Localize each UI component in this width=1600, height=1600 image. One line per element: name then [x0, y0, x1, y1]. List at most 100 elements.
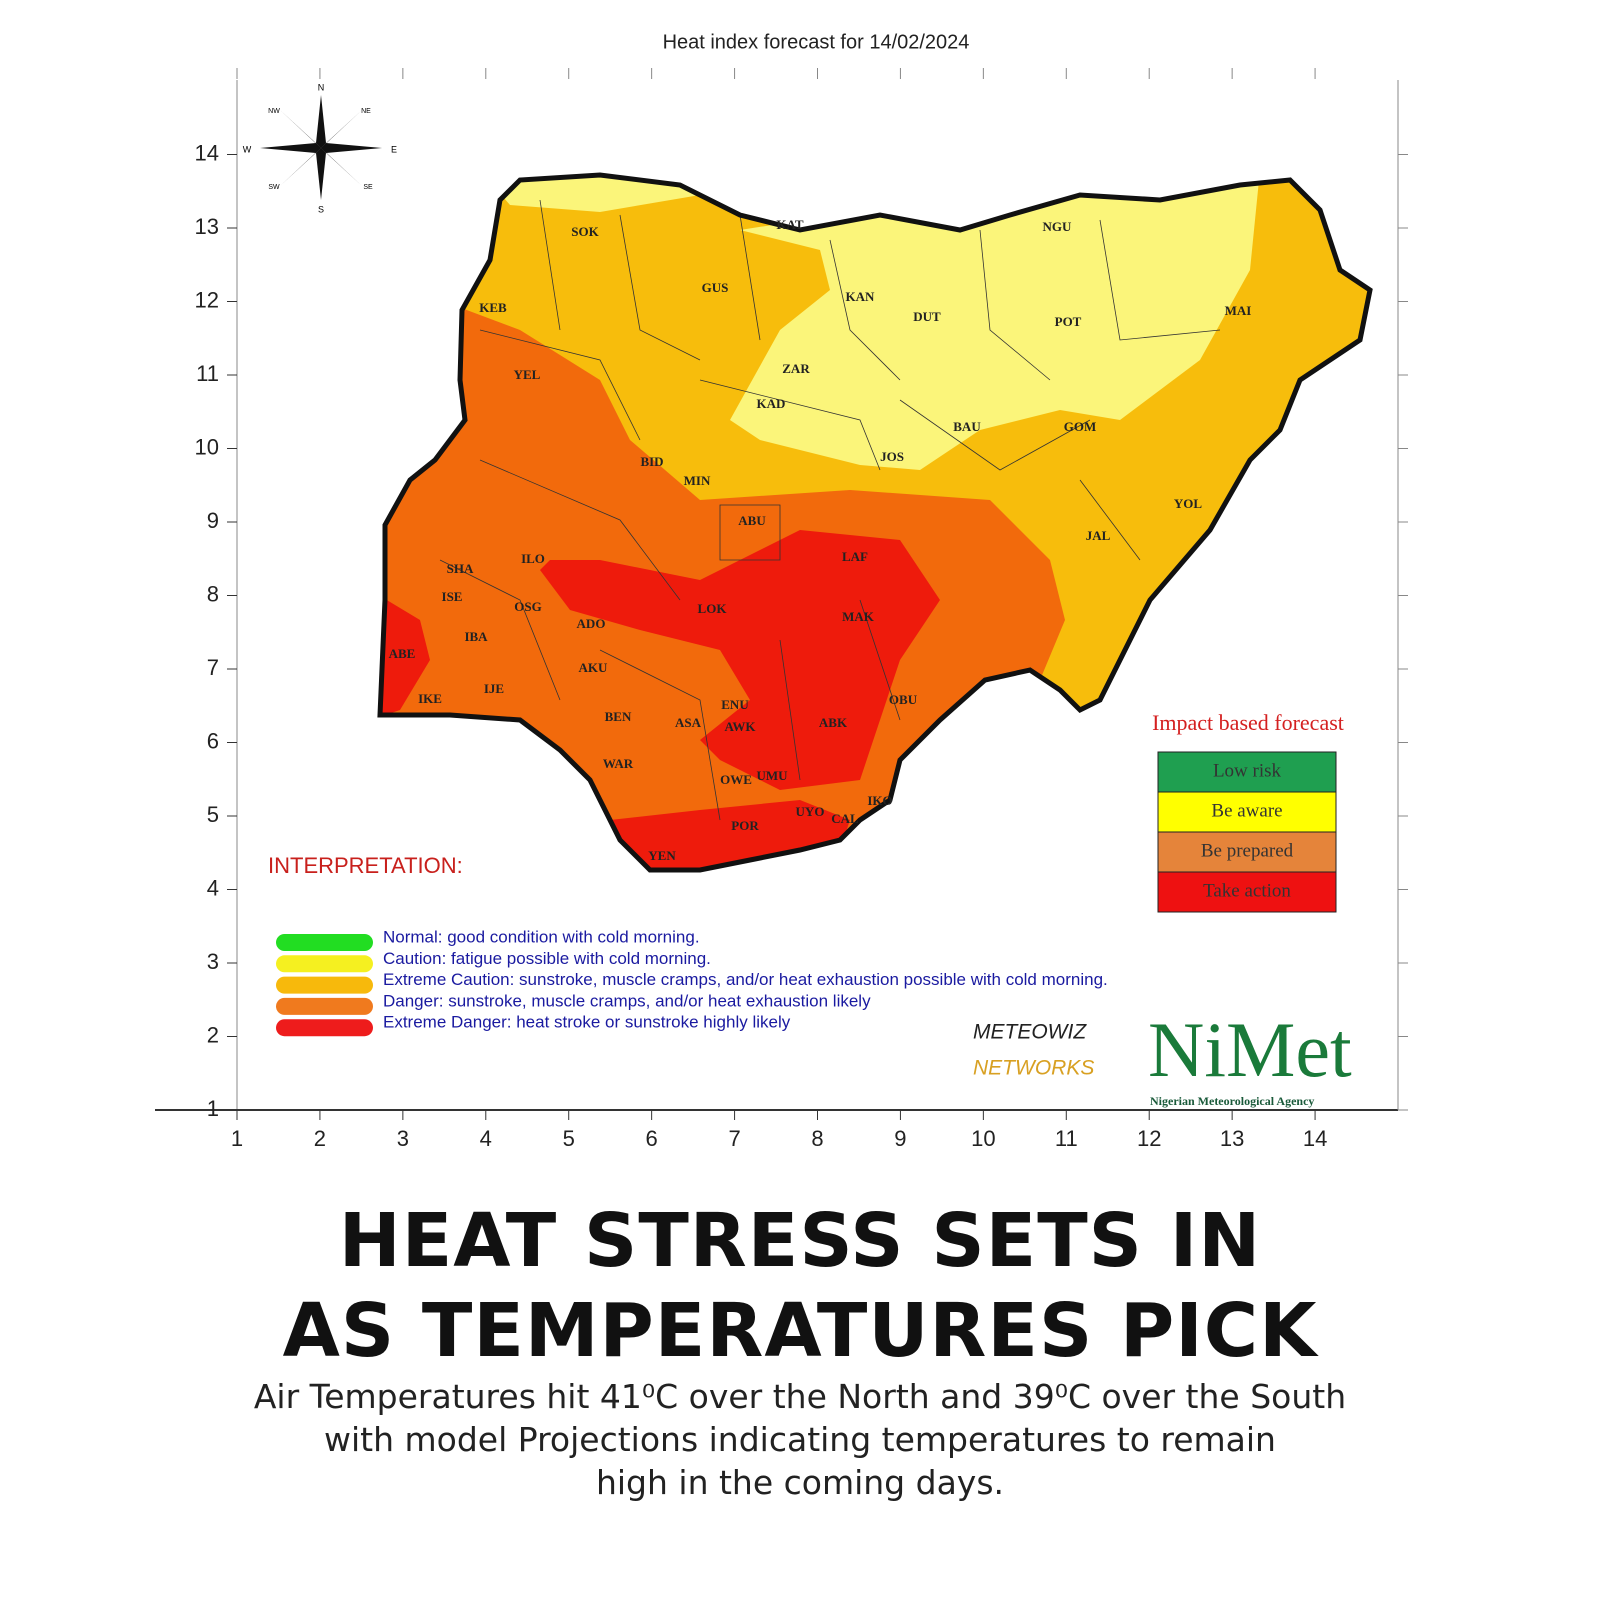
place-label: ENU [721, 697, 749, 712]
interpretation-swatch [276, 955, 373, 973]
y-tick-label: 7 [207, 655, 219, 680]
interpretation-swatch [276, 997, 373, 1015]
place-label: NGU [1043, 219, 1073, 234]
place-label: POR [731, 818, 759, 833]
x-tick-label: 11 [1055, 1126, 1078, 1151]
map: Heat index forecast for 14/02/2024 N NE … [155, 31, 1408, 1151]
interpretation-swatch [276, 934, 373, 951]
place-label: AWK [724, 719, 756, 734]
interpretation-swatch [276, 976, 373, 994]
x-tick-label: 3 [397, 1126, 409, 1151]
x-tick-label: 8 [811, 1126, 823, 1151]
logo-text: NETWORKS [973, 1057, 1094, 1080]
place-label: MIN [684, 473, 711, 488]
place-label: OWE [720, 772, 752, 787]
place-label: UYO [796, 804, 825, 819]
place-label: ASA [675, 715, 702, 730]
place-label: OSG [514, 599, 541, 614]
place-label: ISE [442, 589, 463, 604]
compass-label: NW [268, 108, 280, 115]
x-tick-label: 1 [231, 1126, 243, 1151]
place-label: ILO [521, 551, 545, 566]
x-tick-label: 10 [971, 1126, 995, 1151]
place-label: IKO [867, 793, 892, 808]
compass-label: NE [361, 108, 371, 115]
place-label: GUS [702, 280, 729, 295]
legend-label: Be aware [1211, 800, 1282, 821]
logo-text: METEOWIZ [973, 1021, 1087, 1044]
x-tick-label: 12 [1137, 1126, 1161, 1151]
subtitle: high in the coming days. [595, 1463, 1005, 1502]
x-tick-label: 4 [480, 1126, 492, 1151]
y-tick-label: 9 [207, 508, 219, 533]
place-label: LOK [698, 601, 728, 616]
place-label: YEN [648, 848, 676, 863]
place-label: LAF [842, 549, 868, 564]
legend-swatch [1157, 831, 1337, 873]
y-tick-label: 8 [207, 581, 219, 606]
headline: HEAT STRESS SETS IN [338, 1198, 1262, 1284]
interpretation-label: Extreme Caution: sunstroke, muscle cramp… [383, 970, 1108, 989]
place-label: SOK [571, 224, 599, 239]
state-borders [439, 199, 1221, 821]
legend-swatch [1157, 871, 1337, 913]
subtitle: Air Temperatures hit 41⁰C over the North… [253, 1377, 1347, 1416]
y-tick-label: 10 [195, 434, 219, 459]
place-label: YEL [514, 367, 541, 382]
legend-swatch [1157, 791, 1337, 833]
compass-label: SE [363, 184, 373, 191]
place-label: IBA [464, 629, 488, 644]
place-label: KAD [757, 396, 786, 411]
y-tick-label: 2 [207, 1022, 219, 1047]
logo-nimet: NiMet [1148, 1006, 1352, 1093]
place-label: JOS [880, 449, 904, 464]
x-tick-label: 13 [1220, 1126, 1244, 1151]
place-label: YOL [1174, 496, 1203, 511]
interpretation-label: Extreme Danger: heat stroke or sunstroke… [383, 1013, 791, 1032]
x-tick-label: 7 [728, 1126, 740, 1151]
legend-swatch [1157, 751, 1337, 793]
headline: AS TEMPERATURES PICK [282, 1288, 1318, 1374]
legend-label: Low risk [1213, 760, 1282, 781]
place-label: SHA [447, 561, 474, 576]
place-label: KAN [846, 289, 876, 304]
x-tick-label: 6 [646, 1126, 658, 1151]
place-label: ABK [819, 715, 848, 730]
place-label: UMU [756, 768, 788, 783]
place-label: BEN [605, 709, 632, 724]
interpretation-label: Normal: good condition with cold morning… [383, 927, 700, 946]
place-label: POT [1055, 314, 1082, 329]
place-label: WAR [603, 756, 634, 771]
place-label: ADO [577, 616, 606, 631]
place-label: OBU [889, 692, 918, 707]
place-label: ABE [389, 646, 416, 661]
subtitle: with model Projections indicating temper… [324, 1420, 1276, 1459]
y-tick-label: 14 [195, 140, 219, 165]
place-label: BID [640, 454, 663, 469]
interpretation-label: Danger: sunstroke, muscle cramps, and/or… [383, 991, 871, 1010]
y-tick-label: 3 [207, 949, 219, 974]
interpretation-swatch [276, 1019, 373, 1037]
place-label: GOM [1064, 419, 1097, 434]
compass-label: S [318, 204, 324, 214]
y-tick-label: 6 [207, 728, 219, 753]
place-label: ABU [738, 513, 766, 528]
place-label: IKE [418, 691, 442, 706]
place-label: AKU [579, 660, 609, 675]
place-label: BAU [953, 419, 981, 434]
y-tick-label: 11 [196, 361, 219, 386]
zone-extreme-danger [540, 530, 940, 790]
x-tick-label: 5 [563, 1126, 575, 1151]
legend-label: Take action [1203, 880, 1291, 901]
legend-label: Be prepared [1201, 840, 1294, 861]
y-tick-label: 12 [195, 287, 219, 312]
y-tick-label: 4 [207, 875, 219, 900]
place-label: IJE [484, 681, 504, 696]
x-tick-label: 9 [894, 1126, 906, 1151]
compass-label: W [243, 144, 252, 154]
map-title: Heat index forecast for 14/02/2024 [663, 31, 970, 53]
place-label: KAT [776, 217, 804, 232]
place-label: ZAR [782, 361, 810, 376]
place-label: DUT [913, 309, 941, 324]
